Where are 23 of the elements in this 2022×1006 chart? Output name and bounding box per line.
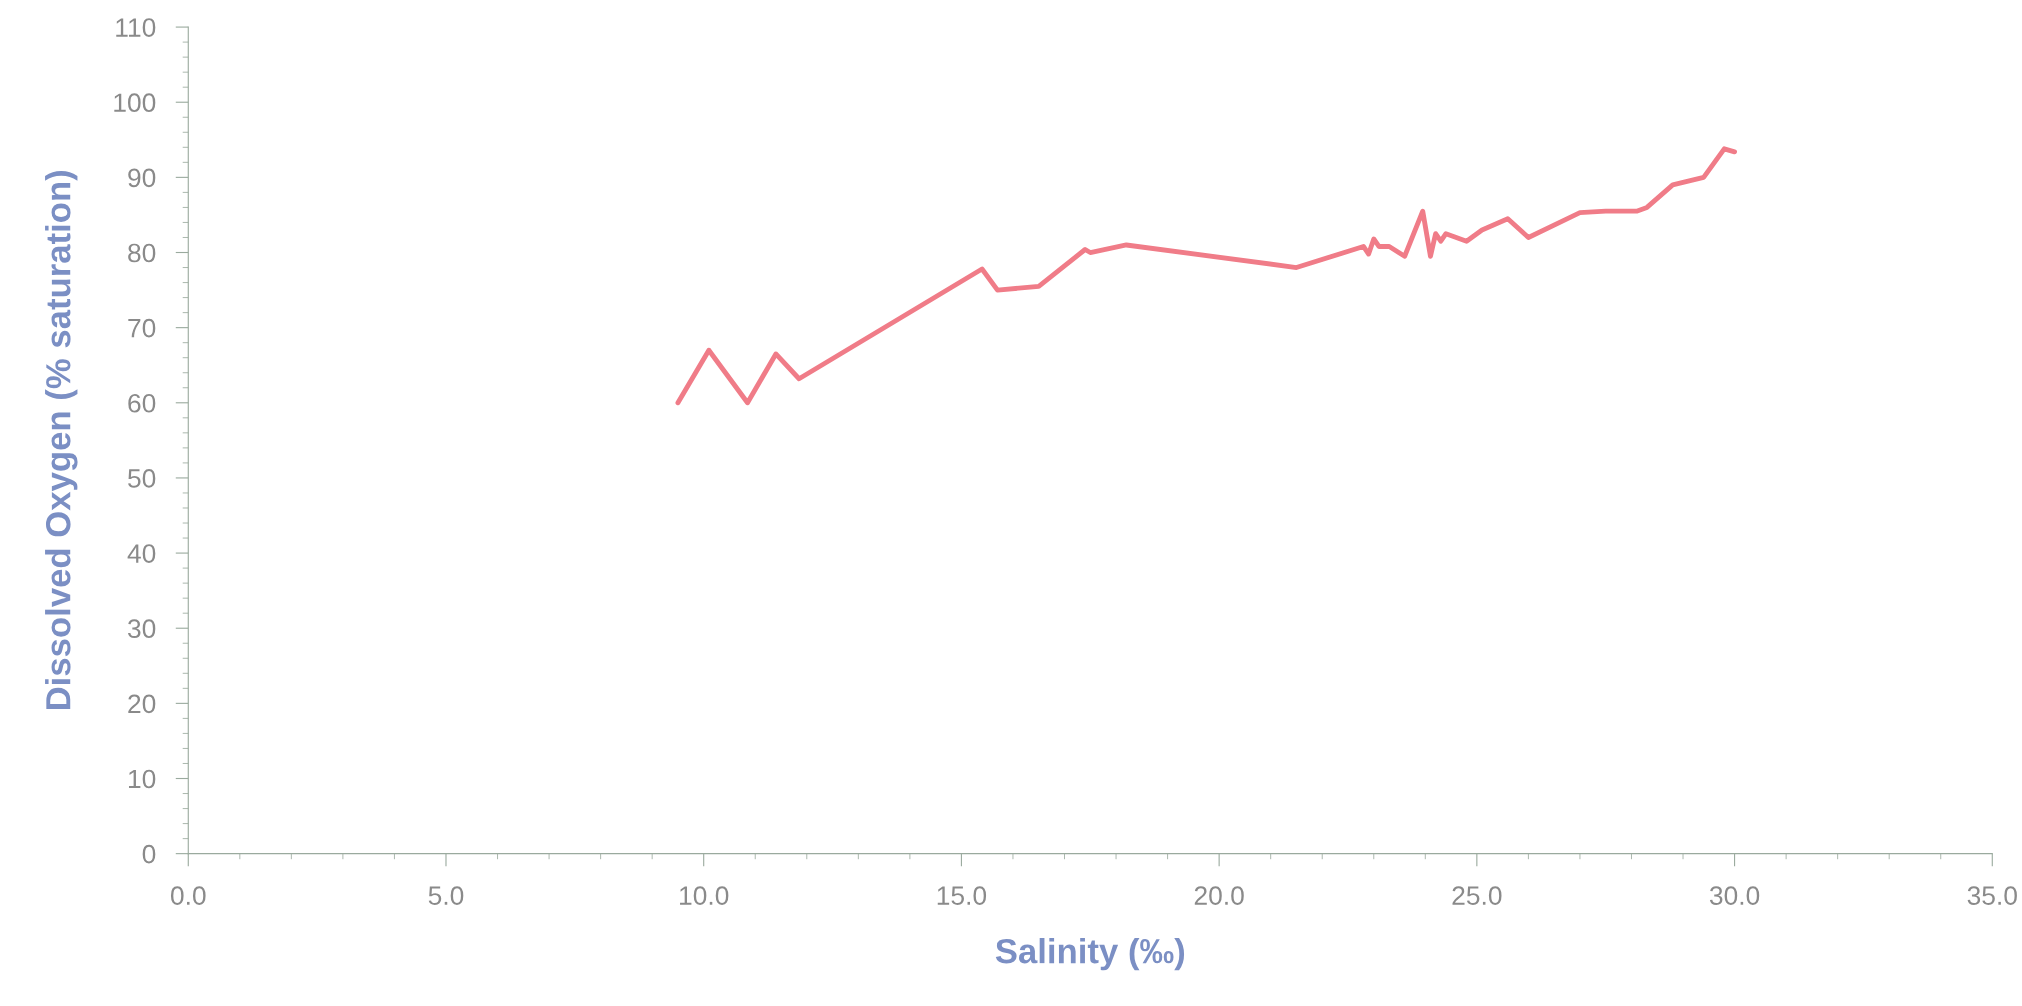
x-tick-label: 5.0: [428, 886, 464, 905]
y-tick-label: 40: [127, 544, 156, 563]
x-tick-label: 35.0: [1967, 886, 2017, 905]
x-tick-label: 10.0: [680, 886, 729, 905]
x-tick-label: 30.0: [1709, 886, 1760, 905]
y-tick-label: 70: [128, 318, 156, 338]
y-tick-label: 20: [128, 694, 156, 714]
y-axis-title: Dissolved Oxygen (% saturation): [45, 170, 78, 710]
x-tick-label: 20.0: [1194, 886, 1244, 905]
y-tick-label: 0: [142, 844, 156, 864]
y-tick-label: 110: [116, 18, 156, 37]
y-tick-label: 10: [128, 769, 156, 789]
y-tick-label: 50: [128, 469, 156, 488]
y-tick-label: 80: [128, 243, 156, 263]
line-series: [675, 146, 1737, 406]
y-tick-label: 60: [128, 393, 156, 413]
y-tick-label: 30: [127, 619, 156, 639]
x-axis-title: Salinity (‰): [995, 937, 1185, 971]
x-tick-label: 0.0: [170, 886, 206, 905]
y-tick-label: 90: [128, 168, 156, 188]
x-tick-label: 25.0: [1452, 886, 1502, 905]
y-tick-label: 100: [114, 93, 156, 113]
x-tick-label: 15.0: [937, 886, 987, 905]
